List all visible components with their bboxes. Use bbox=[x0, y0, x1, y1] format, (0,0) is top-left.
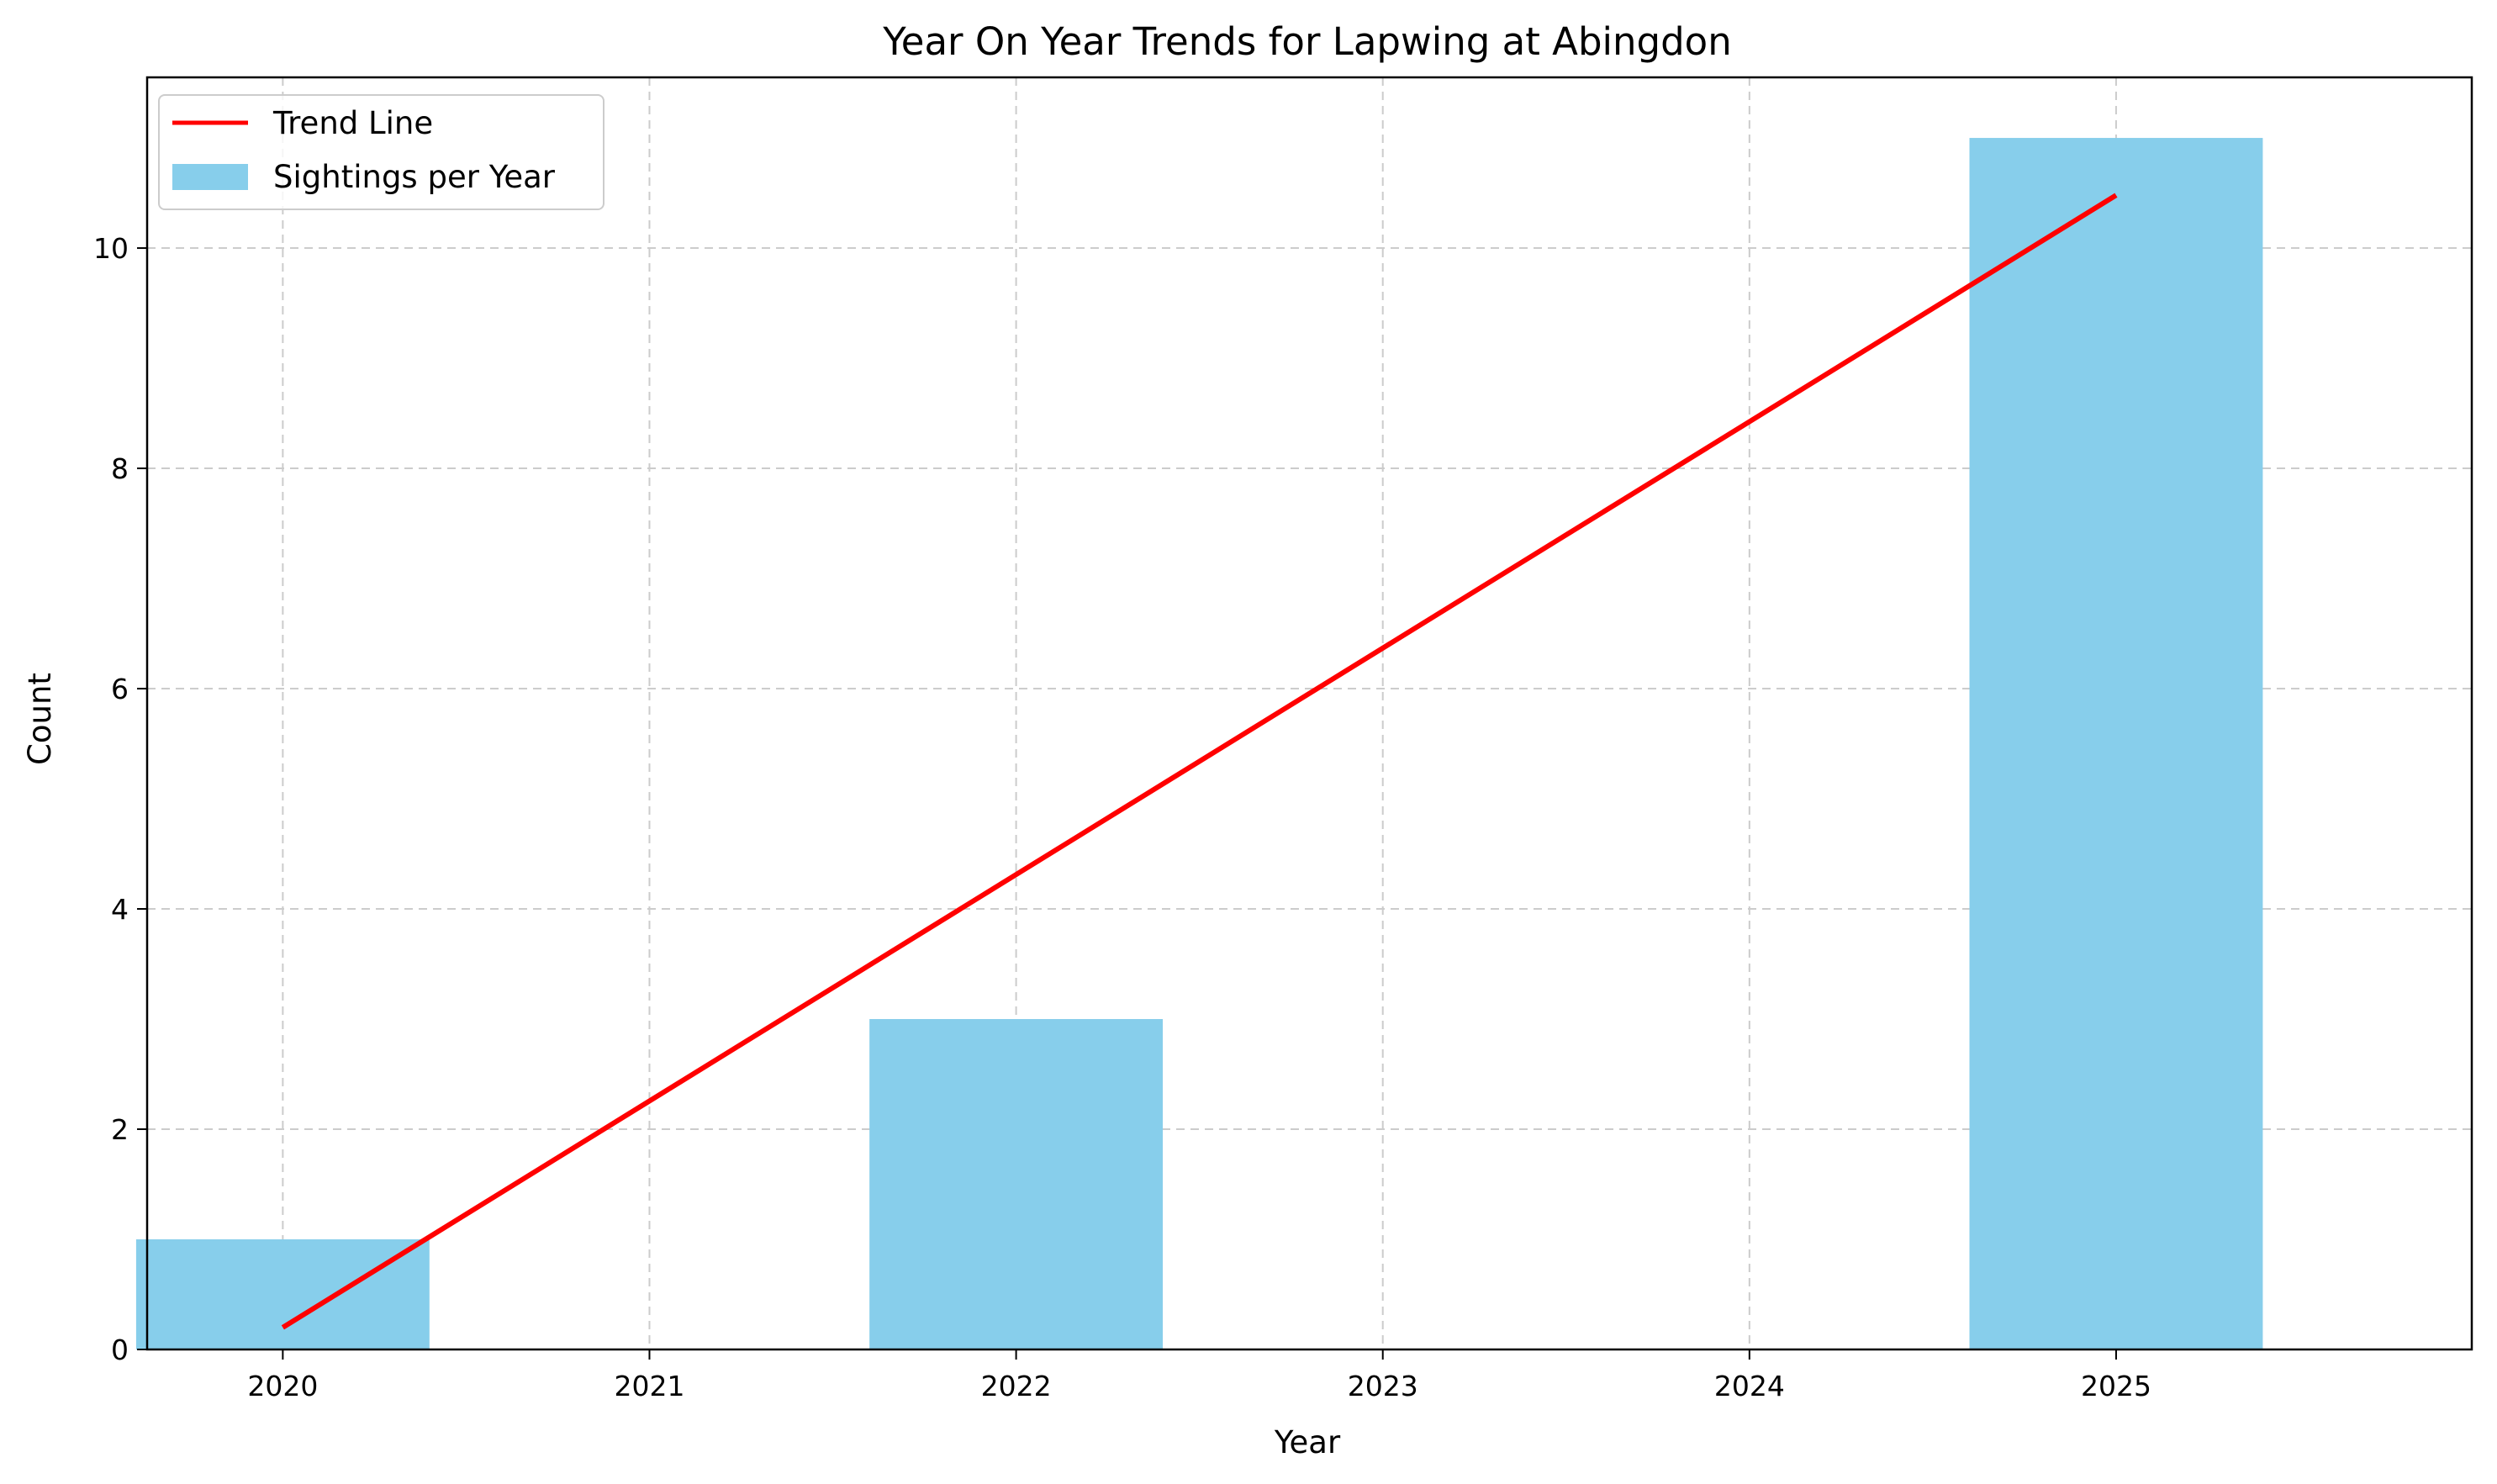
bar-2025 bbox=[1969, 138, 2263, 1350]
y-tick-label: 8 bbox=[111, 452, 129, 485]
axis-ticks: 2020 2021 2022 2023 2024 2025 0 2 4 6 8 10 bbox=[93, 232, 2151, 1402]
chart-title: Year On Year Trends for Lapwing at Abing… bbox=[882, 19, 1731, 64]
trend-line-group bbox=[281, 193, 2118, 1330]
x-tick-label: 2025 bbox=[2081, 1370, 2151, 1402]
legend: Trend Line Sightings per Year bbox=[158, 94, 604, 210]
x-tick-label: 2022 bbox=[981, 1370, 1052, 1402]
x-tick-label: 2021 bbox=[614, 1370, 684, 1402]
y-tick-label: 10 bbox=[93, 232, 129, 265]
x-tick-label: 2024 bbox=[1714, 1370, 1785, 1402]
x-axis-label: Year bbox=[1274, 1424, 1341, 1460]
legend-trend-line-label: Trend Line bbox=[272, 105, 433, 141]
y-tick-label: 0 bbox=[111, 1333, 129, 1366]
y-tick-label: 6 bbox=[111, 673, 129, 705]
legend-box bbox=[158, 94, 604, 210]
legend-sightings-label: Sightings per Year bbox=[273, 159, 556, 195]
bar-2020 bbox=[135, 1239, 430, 1349]
plot-frame bbox=[145, 76, 2473, 1351]
trend-line bbox=[281, 193, 2118, 1330]
legend-sightings-swatch bbox=[172, 164, 248, 190]
y-tick-label: 4 bbox=[111, 893, 129, 926]
x-tick-label: 2023 bbox=[1348, 1370, 1418, 1402]
x-tick-label: 2020 bbox=[247, 1370, 318, 1402]
bars bbox=[135, 138, 2263, 1350]
y-tick-label: 2 bbox=[111, 1113, 129, 1146]
y-axis-label: Count bbox=[22, 673, 58, 765]
bar-2022 bbox=[869, 1019, 1164, 1349]
